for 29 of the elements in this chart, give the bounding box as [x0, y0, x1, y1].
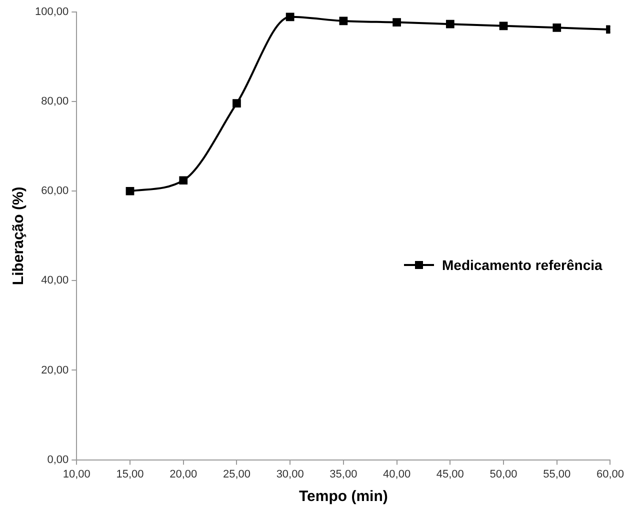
x-tick-label: 35,00 — [330, 468, 358, 480]
y-tick-label: 60,00 — [41, 185, 69, 198]
x-axis-title: Tempo (min) — [298, 488, 388, 506]
x-tick-label: 45,00 — [436, 468, 464, 480]
x-tick-label: 30,00 — [276, 468, 304, 480]
x-tick-label: 50,00 — [490, 468, 518, 480]
y-tick-label: 80,00 — [41, 96, 69, 108]
x-tick-label: 20,00 — [170, 468, 198, 480]
point — [392, 18, 401, 26]
point — [446, 20, 454, 28]
x-tick-label: 15,00 — [116, 468, 144, 480]
x-tick-label: 10,00 — [62, 468, 90, 480]
x-tick-label: 55,00 — [543, 468, 571, 480]
point — [126, 186, 134, 196]
x-tick-label: 25,00 — [222, 468, 250, 480]
point — [552, 23, 562, 32]
x-tick-label: 40,00 — [383, 468, 411, 480]
point — [232, 99, 241, 108]
y-tick-label: 100,00 — [34, 6, 69, 18]
y-tick-label: 40,00 — [41, 274, 69, 287]
x-tick-label: 60,00 — [596, 468, 624, 480]
point — [499, 22, 508, 30]
point — [286, 12, 294, 22]
y-tick-label: 20,00 — [41, 364, 69, 376]
legend-label: Medicamento referência — [442, 257, 602, 273]
point — [339, 16, 348, 26]
point — [179, 176, 188, 185]
y-tick-label: 0,00 — [47, 454, 69, 466]
y-axis-title: Liberação (%) — [10, 186, 28, 286]
